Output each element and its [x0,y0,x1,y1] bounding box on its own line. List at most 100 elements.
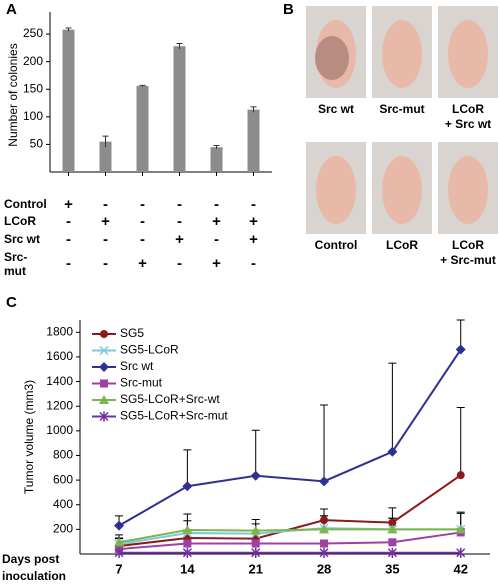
panel-label: B [283,1,294,18]
y-axis-label: Tumor volume (mm3) [22,380,36,494]
photo-subject [316,156,356,224]
photo-caption: + Src wt [445,117,491,131]
bar [173,46,186,173]
marker [320,539,329,548]
condition-sign: - [140,231,145,248]
marker [182,547,192,558]
y-tick-label: 250 [23,26,43,40]
x-tick-label: 35 [385,561,399,576]
marker [182,481,193,492]
panel-label: A [6,1,17,18]
x-tick-label: 28 [317,561,331,576]
y-tick-label: 1200 [46,398,73,412]
marker [319,547,329,558]
error-bar [388,362,397,452]
x-axis-label: inoculation [2,569,66,583]
error-bar [250,106,257,113]
marker [250,470,261,481]
y-tick-label: 150 [23,81,43,95]
condition-sign: - [251,255,256,272]
legend-label: Src-mut [120,376,163,390]
photo-caption: Control [315,238,358,252]
condition-label: mut [4,264,26,278]
legend-label: SG5-LCoR+Src-wt [120,392,220,406]
bar [99,141,112,172]
bar [136,85,149,172]
photo-caption: + Src-mut [440,253,496,267]
marker [455,524,466,534]
condition-sign: - [66,231,71,248]
condition-sign: + [249,231,258,248]
y-tick-label: 1800 [46,324,73,338]
marker [387,446,398,457]
marker [251,547,261,558]
y-tick-label: 400 [53,497,73,511]
marker [387,547,397,558]
y-tick-label: 1600 [46,349,73,363]
marker [99,395,109,404]
marker [251,539,260,548]
condition-sign: + [64,196,73,213]
error-bar [320,404,329,482]
error-bar [176,42,183,49]
marker [388,538,397,547]
y-tick-label: 100 [23,109,43,123]
condition-sign: + [175,231,184,248]
condition-sign: - [103,196,108,213]
series-line [118,349,462,527]
photo-subject [382,20,422,88]
bar [210,147,223,172]
condition-sign: - [103,255,108,272]
photo-caption: Src-mut [379,102,424,116]
y-tick-label: 50 [30,137,44,151]
y-tick-label: 1400 [46,374,73,388]
x-tick-label: 14 [180,561,195,576]
condition-label: LCoR [4,214,36,228]
marker [99,345,109,356]
photo-caption: LCoR [386,238,418,252]
marker [387,524,398,534]
marker [100,379,108,388]
panel-label: C [6,294,17,311]
error-bar [251,429,260,476]
x-axis-label: Days post [2,552,59,566]
condition-label: Src- [4,250,27,264]
condition-sign: + [249,213,258,230]
photo-caption: Src wt [318,102,354,116]
condition-sign: - [177,255,182,272]
y-tick-label: 200 [53,522,73,536]
condition-sign: - [177,196,182,213]
marker [114,537,125,547]
marker [319,524,330,534]
condition-sign: + [212,213,221,230]
marker [456,471,465,480]
error-bar [139,84,146,87]
condition-sign: - [214,196,219,213]
marker [114,547,124,558]
condition-sign: - [66,255,71,272]
error-bar [65,27,72,32]
marker [182,524,193,534]
marker [456,547,466,558]
condition-sign: - [251,196,256,213]
series-line [118,528,461,544]
photo-caption: LCoR [452,102,484,116]
marker [455,344,466,355]
condition-sign: - [177,213,182,230]
marker [319,476,330,487]
condition-sign: + [138,255,147,272]
y-tick-label: 1000 [46,423,73,437]
condition-sign: - [140,213,145,230]
photo-caption: LCoR [452,238,484,252]
legend-label: SG5-LCoR [120,343,179,357]
error-bar [213,145,220,149]
legend-label: Src wt [120,359,154,373]
photo-subject [382,156,422,224]
marker [250,525,261,535]
tumor [315,36,349,80]
marker [99,362,109,372]
condition-sign: + [101,213,110,230]
error-bar [183,449,192,487]
condition-sign: + [212,255,221,272]
